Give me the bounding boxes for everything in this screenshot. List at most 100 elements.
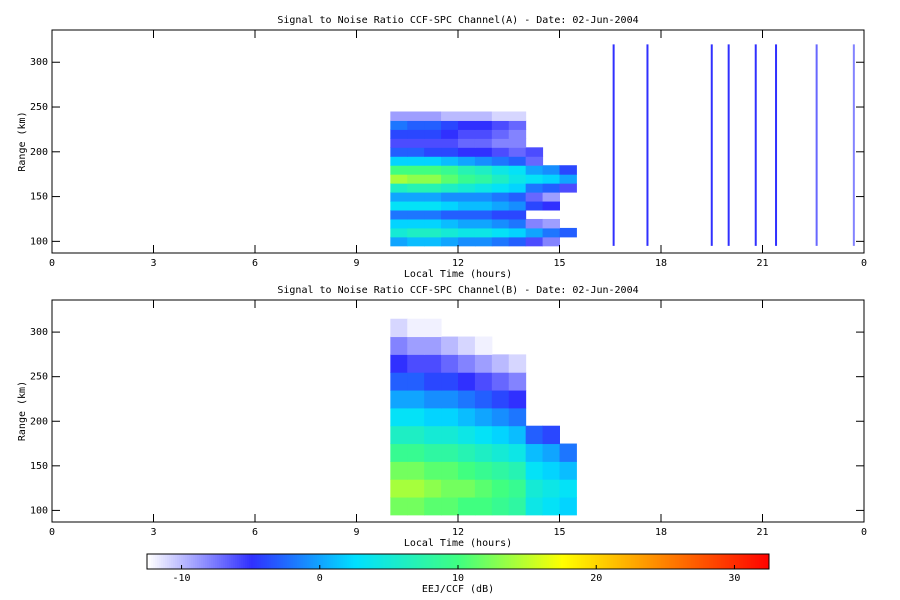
colorbar-swatch [321, 554, 324, 569]
x-tick-label: 21 [756, 258, 768, 269]
colorbar-swatch [651, 554, 654, 569]
colorbar-swatch [653, 554, 656, 569]
colorbar-swatch [157, 554, 160, 569]
heatmap-cell [458, 129, 476, 139]
heatmap-cell [525, 183, 544, 193]
y-axis-label: Range (km) [17, 111, 28, 171]
colorbar-swatch [593, 554, 596, 569]
heatmap-cell [491, 218, 510, 229]
heatmap-cell [390, 336, 408, 355]
heatmap-cell [508, 390, 527, 409]
heatmap-cell [390, 227, 408, 238]
heatmap-cell [508, 183, 527, 193]
colorbar-swatch [511, 554, 514, 569]
heatmap-cell [390, 318, 408, 338]
colorbar-swatch [245, 554, 248, 569]
colorbar-swatch [473, 554, 476, 569]
colorbar-swatch [471, 554, 474, 569]
colorbar-swatch [363, 554, 366, 569]
heatmap-cell [458, 407, 476, 427]
heatmap-cell [441, 120, 459, 130]
colorbar-swatch [605, 554, 608, 569]
colorbar-swatch [469, 554, 472, 569]
heatmap-cell [474, 192, 493, 202]
colorbar-swatch [707, 554, 710, 569]
colorbar-swatch [297, 554, 300, 569]
colorbar-swatch [645, 554, 648, 569]
heatmap-cell [508, 111, 527, 121]
colorbar-swatch [641, 554, 644, 569]
colorbar-swatch [421, 554, 424, 569]
colorbar-swatch [693, 554, 696, 569]
colorbar-swatch [247, 554, 250, 569]
colorbar-swatch [199, 554, 202, 569]
colorbar-swatch [445, 554, 448, 569]
heatmap-cell [491, 192, 510, 202]
heatmap-cell [458, 372, 476, 391]
colorbar-swatch [481, 554, 484, 569]
heatmap-cell [508, 210, 527, 220]
colorbar-swatch [357, 554, 360, 569]
colorbar-swatch [547, 554, 550, 569]
heatmap-cell [458, 138, 476, 148]
colorbar-swatch [451, 554, 454, 569]
colorbar-swatch [279, 554, 282, 569]
heatmap-cell [441, 147, 459, 157]
y-tick-label: 300 [30, 327, 48, 338]
heatmap-cell [542, 425, 560, 445]
heatmap-cell [542, 165, 560, 175]
y-tick-label: 150 [30, 461, 48, 472]
heatmap-cell [508, 443, 527, 462]
heatmap-cell [491, 210, 510, 220]
colorbar-swatch [261, 554, 264, 569]
colorbar-swatch [687, 554, 690, 569]
y-tick-label: 300 [30, 57, 48, 68]
colorbar-swatch [377, 554, 380, 569]
heatmap-cell [525, 156, 544, 166]
colorbar-swatch [479, 554, 482, 569]
colorbar-swatch [313, 554, 316, 569]
colorbar-swatch [447, 554, 450, 569]
colorbar-swatch [395, 554, 398, 569]
colorbar-swatch [635, 554, 638, 569]
colorbar-swatch [619, 554, 622, 569]
heatmap-cell [474, 354, 493, 373]
colorbar-swatch [521, 554, 524, 569]
heatmap-cell [390, 165, 408, 175]
colorbar-swatch [643, 554, 646, 569]
colorbar-swatch [475, 554, 478, 569]
heatmap-cell [441, 425, 459, 445]
colorbar-swatch [169, 554, 172, 569]
colorbar-swatch [581, 554, 584, 569]
heatmap-cell [508, 407, 527, 427]
x-tick-label: 3 [150, 527, 156, 538]
heatmap-cell [390, 443, 408, 462]
colorbar-swatch [177, 554, 180, 569]
colorbar-swatch [167, 554, 170, 569]
x-tick-label: 12 [452, 258, 464, 269]
heatmap-cell [474, 174, 493, 184]
colorbar-swatch [271, 554, 274, 569]
colorbar-swatch [265, 554, 268, 569]
colorbar-swatch [463, 554, 466, 569]
heatmap-cell [525, 227, 544, 238]
heatmap-cell [458, 156, 476, 166]
heatmap-cell [407, 147, 425, 157]
colorbar-swatch [149, 554, 152, 569]
colorbar-swatch [281, 554, 284, 569]
colorbar-swatch [741, 554, 744, 569]
heatmap-cell [491, 443, 510, 462]
heatmap-cell [390, 138, 408, 148]
colorbar-swatch [525, 554, 528, 569]
heatmap-cell [458, 192, 476, 202]
colorbar-swatch [731, 554, 734, 569]
heatmap-cell [407, 138, 425, 148]
heatmap-cell [390, 111, 408, 121]
heatmap-cell [458, 236, 476, 247]
heatmap-cell [424, 156, 442, 166]
colorbar-swatch [319, 554, 322, 569]
colorbar-swatch [563, 554, 566, 569]
heatmap-cell [508, 218, 527, 229]
colorbar-swatch [259, 554, 262, 569]
heatmap-cell [424, 497, 442, 516]
